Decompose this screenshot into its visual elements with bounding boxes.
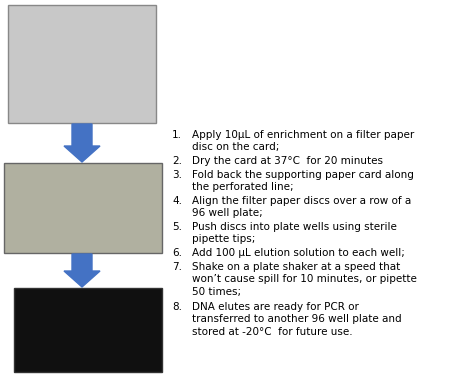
Bar xyxy=(14,288,161,372)
Text: DNA elutes are ready for PCR or
transferred to another 96 well plate and
stored : DNA elutes are ready for PCR or transfer… xyxy=(192,302,401,337)
Polygon shape xyxy=(64,254,100,287)
Text: Push discs into plate wells using sterile
pipette tips;: Push discs into plate wells using steril… xyxy=(192,222,396,244)
Text: Align the filter paper discs over a row of a
96 well plate;: Align the filter paper discs over a row … xyxy=(192,196,410,218)
Text: Fold back the supporting paper card along
the perforated line;: Fold back the supporting paper card alon… xyxy=(192,170,413,192)
Text: 1.: 1. xyxy=(172,130,182,140)
Text: 4.: 4. xyxy=(172,196,182,206)
Text: 8.: 8. xyxy=(172,302,182,312)
Text: 6.: 6. xyxy=(172,248,182,258)
Text: 3.: 3. xyxy=(172,170,182,180)
Text: Shake on a plate shaker at a speed that
won’t cause spill for 10 minutes, or pip: Shake on a plate shaker at a speed that … xyxy=(192,262,416,297)
Text: Apply 10μL of enrichment on a filter paper
disc on the card;: Apply 10μL of enrichment on a filter pap… xyxy=(192,130,413,152)
Text: Add 100 μL elution solution to each well;: Add 100 μL elution solution to each well… xyxy=(192,248,404,258)
Bar xyxy=(8,5,156,123)
Text: 5.: 5. xyxy=(172,222,182,232)
Text: 7.: 7. xyxy=(172,262,182,272)
Text: Dry the card at 37°C  for 20 minutes: Dry the card at 37°C for 20 minutes xyxy=(192,156,382,166)
Polygon shape xyxy=(64,124,100,162)
Bar xyxy=(4,163,161,253)
Text: 2.: 2. xyxy=(172,156,182,166)
